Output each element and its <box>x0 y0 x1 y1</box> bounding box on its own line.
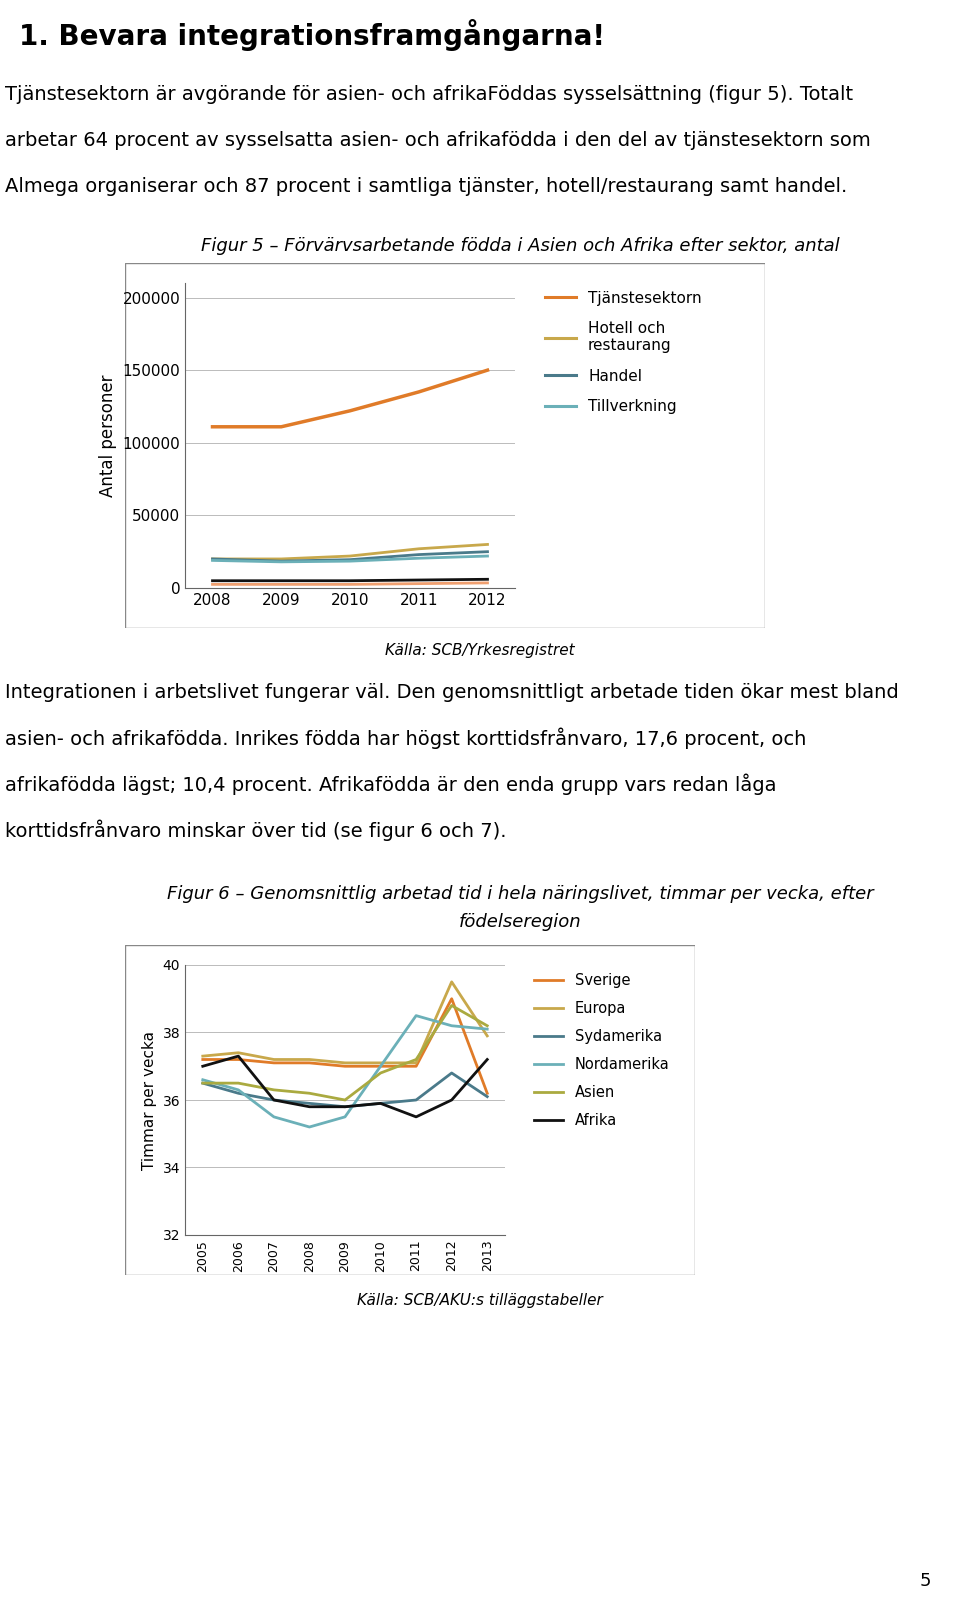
Text: födelseregion: födelseregion <box>459 913 582 931</box>
Text: Källa: SCB/Yrkesregistret: Källa: SCB/Yrkesregistret <box>385 643 575 657</box>
Text: Källa: SCB/AKU:s tilläggstabeller: Källa: SCB/AKU:s tilläggstabeller <box>357 1294 603 1308</box>
Text: korttidsfrånvaro minskar över tid (se figur 6 och 7).: korttidsfrånvaro minskar över tid (se fi… <box>5 820 507 841</box>
Text: Figur 5 – Förvärvsarbetande födda i Asien och Afrika efter sektor, antal: Figur 5 – Förvärvsarbetande födda i Asie… <box>201 237 839 255</box>
Y-axis label: Timmar per vecka: Timmar per vecka <box>142 1031 156 1170</box>
Text: Almega organiserar och 87 procent i samtliga tjänster, hotell/restaurang samt ha: Almega organiserar och 87 procent i samt… <box>5 177 848 195</box>
Legend: Sverige, Europa, Sydamerika, Nordamerika, Asien, Afrika: Sverige, Europa, Sydamerika, Nordamerika… <box>528 967 676 1134</box>
Text: Tjänstesektorn är avgörande för asien- och afrikaFöddas sysselsättning (figur 5): Tjänstesektorn är avgörande för asien- o… <box>5 84 853 103</box>
Text: 5: 5 <box>920 1571 931 1590</box>
Text: asien- och afrikafödda. Inrikes födda har högst korttidsfrånvaro, 17,6 procent, : asien- och afrikafödda. Inrikes födda ha… <box>5 727 806 749</box>
Y-axis label: Antal personer: Antal personer <box>99 374 117 496</box>
Text: afrikafödda lägst; 10,4 procent. Afrikafödda är den enda grupp vars redan låga: afrikafödda lägst; 10,4 procent. Afrikaf… <box>5 773 777 794</box>
Text: arbetar 64 procent av sysselsatta asien- och afrikafödda i den del av tjänstesek: arbetar 64 procent av sysselsatta asien-… <box>5 130 871 150</box>
Legend: Tjänstesektorn, Hotell och
restaurang, Handel, Tillverkning: Tjänstesektorn, Hotell och restaurang, H… <box>540 285 708 420</box>
Text: Figur 6 – Genomsnittlig arbetad tid i hela näringslivet, timmar per vecka, efter: Figur 6 – Genomsnittlig arbetad tid i he… <box>167 884 874 904</box>
Text: Integrationen i arbetslivet fungerar väl. Den genomsnittligt arbetade tiden ökar: Integrationen i arbetslivet fungerar väl… <box>5 683 899 701</box>
Text: 1. Bevara integrationsframgångarna!: 1. Bevara integrationsframgångarna! <box>19 19 605 52</box>
